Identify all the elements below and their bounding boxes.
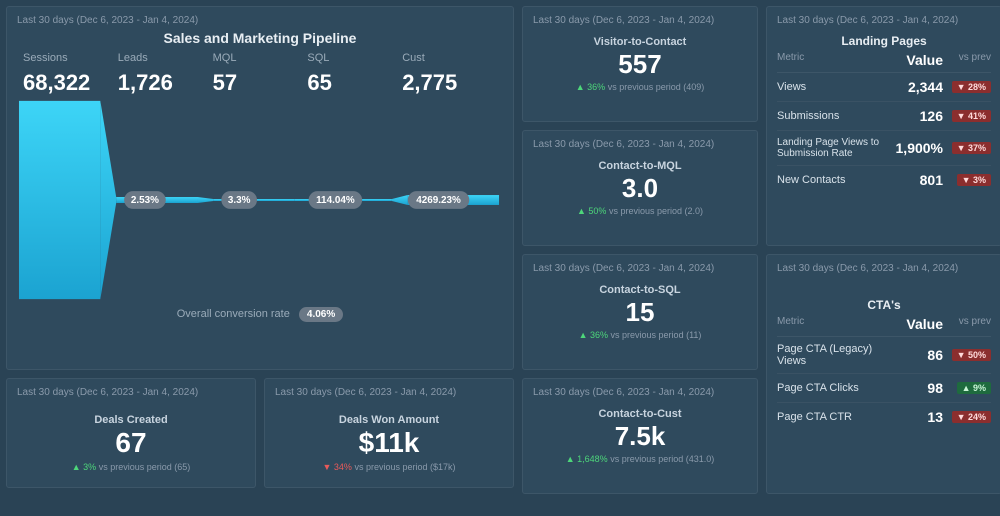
- table-row: Page CTA (Legacy) Views 86 ▼ 50%: [777, 337, 991, 374]
- kpi-contact-cust: Last 30 days (Dec 6, 2023 - Jan 4, 2024)…: [522, 378, 758, 494]
- deals-won-value: $11k: [275, 428, 503, 459]
- pipeline-panel: Last 30 days (Dec 6, 2023 - Jan 4, 2024)…: [6, 6, 514, 370]
- table-row: Landing Page Views to Submission Rate 1,…: [777, 131, 991, 166]
- ctas-title: CTA's: [777, 298, 991, 312]
- kpi-contact-mql: Last 30 days (Dec 6, 2023 - Jan 4, 2024)…: [522, 130, 758, 246]
- triangle-down-icon: ▼: [322, 462, 333, 472]
- landing-pages-table: Metric Value vs prev Views 2,344 ▼ 28% S…: [777, 52, 991, 194]
- stage-leads: Leads 1,726: [118, 52, 213, 96]
- ctas-table: Metric Value vs prev Page CTA (Legacy) V…: [777, 316, 991, 431]
- conv-pill-2: 3.3%: [221, 191, 257, 209]
- funnel-chart: 2.53% 3.3% 114.04% 4269.23%: [17, 100, 503, 300]
- triangle-up-icon: ▲: [579, 330, 590, 340]
- ctas-panel: Last 30 days (Dec 6, 2023 - Jan 4, 2024)…: [766, 254, 1000, 494]
- triangle-up-icon: ▲: [72, 462, 83, 472]
- deals-created-card: Last 30 days (Dec 6, 2023 - Jan 4, 2024)…: [6, 378, 256, 488]
- conv-pill-1: 2.53%: [124, 191, 166, 209]
- svg-text:4269.23%: 4269.23%: [416, 195, 461, 206]
- svg-text:3.3%: 3.3%: [228, 195, 251, 206]
- landing-pages-title: Landing Pages: [777, 34, 991, 48]
- table-row: Submissions 126 ▼ 41%: [777, 102, 991, 131]
- table-row: Page CTA Clicks 98 ▲ 9%: [777, 374, 991, 403]
- svg-text:114.04%: 114.04%: [316, 195, 355, 206]
- funnel-header: Sessions 68,322 Leads 1,726 MQL 57 SQL 6…: [17, 52, 503, 96]
- triangle-up-icon: ▲: [566, 454, 577, 464]
- deals-created-value: 67: [17, 428, 245, 459]
- conv-pill-4: 4269.23%: [408, 191, 469, 209]
- table-row: Views 2,344 ▼ 28%: [777, 73, 991, 102]
- stage-mql: MQL 57: [213, 52, 308, 96]
- table-row: New Contacts 801 ▼ 3%: [777, 166, 991, 194]
- date-range: Last 30 days (Dec 6, 2023 - Jan 4, 2024): [17, 15, 503, 26]
- pipeline-title: Sales and Marketing Pipeline: [17, 30, 503, 46]
- kpi-contact-sql: Last 30 days (Dec 6, 2023 - Jan 4, 2024)…: [522, 254, 758, 370]
- svg-text:2.53%: 2.53%: [131, 195, 159, 206]
- deals-won-card: Last 30 days (Dec 6, 2023 - Jan 4, 2024)…: [264, 378, 514, 488]
- kpi-visitor-contact: Last 30 days (Dec 6, 2023 - Jan 4, 2024)…: [522, 6, 758, 122]
- table-row: Page CTA CTR 13 ▼ 24%: [777, 403, 991, 431]
- triangle-up-icon: ▲: [576, 82, 587, 92]
- overall-conversion: Overall conversion rate 4.06%: [17, 307, 503, 322]
- stage-sessions: Sessions 68,322: [23, 52, 118, 96]
- landing-pages-panel: Last 30 days (Dec 6, 2023 - Jan 4, 2024)…: [766, 6, 1000, 246]
- stage-cust: Cust 2,775: [402, 52, 497, 96]
- overall-conversion-pill: 4.06%: [299, 307, 343, 322]
- triangle-up-icon: ▲: [577, 206, 588, 216]
- conv-pill-3: 114.04%: [309, 191, 363, 209]
- stage-sql: SQL 65: [307, 52, 402, 96]
